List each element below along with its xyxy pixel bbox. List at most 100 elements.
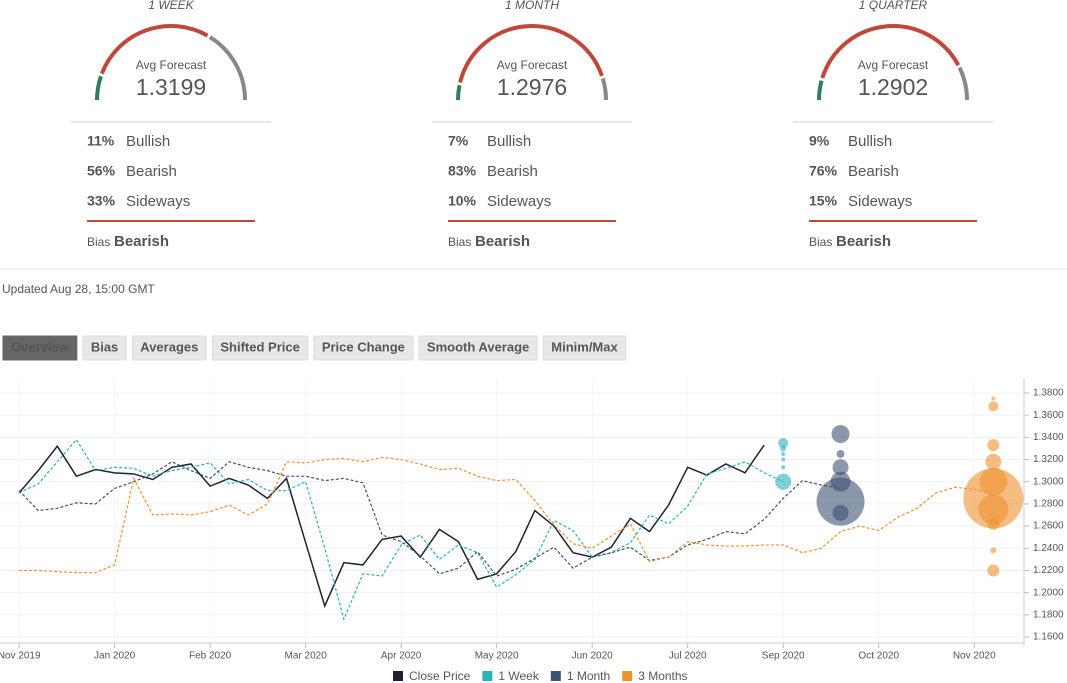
legend-label[interactable]: Close Price — [409, 669, 471, 683]
series-line — [18, 444, 765, 609]
bias-label: Bias — [809, 235, 832, 249]
sentiment-percent: 15% — [809, 193, 838, 209]
series-line — [18, 438, 784, 622]
legend-swatch — [622, 671, 633, 681]
gauge-segment — [95, 75, 103, 101]
avg-label: Avg Forecast — [497, 58, 568, 72]
sentiment-percent: 56% — [87, 163, 116, 179]
legend-swatch — [482, 671, 493, 681]
forecast-bubble — [985, 453, 1002, 470]
gauge-segment — [208, 35, 247, 101]
forecast-bubble — [775, 473, 792, 490]
bias-value: Bearish — [114, 233, 169, 250]
bias-label: Bias — [448, 235, 471, 249]
tab-label[interactable]: Price Change — [322, 339, 405, 354]
y-tick-label: 1.2400 — [1033, 543, 1064, 554]
bias-value: Bearish — [475, 233, 530, 250]
forecast-bubble — [978, 494, 1009, 525]
avg-value: 1.2976 — [497, 74, 567, 100]
sentiment-percent: 83% — [448, 163, 477, 179]
sentiment-name: Bullish — [126, 133, 170, 150]
gauge-segment — [458, 24, 604, 83]
period-label: 1 WEEK — [148, 0, 194, 12]
gauge-segment — [820, 24, 961, 79]
forecast-bubble — [831, 425, 850, 444]
tab[interactable] — [82, 335, 127, 361]
tab-label[interactable]: Overview — [11, 339, 70, 354]
x-tick-label: Mar 2020 — [285, 651, 328, 662]
y-tick-label: 1.2200 — [1033, 565, 1064, 576]
y-tick-label: 1.3200 — [1033, 454, 1064, 465]
sentiment-name: Bearish — [848, 163, 899, 180]
y-tick-label: 1.2600 — [1033, 521, 1064, 532]
legend-swatch — [550, 671, 561, 681]
sentiment-percent: 9% — [809, 133, 830, 149]
sentiment-percent: 76% — [809, 163, 838, 179]
x-tick-label: Nov 2019 — [0, 651, 41, 662]
tab[interactable] — [131, 335, 207, 361]
y-tick-label: 1.1800 — [1033, 609, 1064, 620]
gauge-segment — [817, 80, 824, 101]
forecast-bubble — [832, 504, 849, 521]
y-tick-label: 1.3800 — [1033, 388, 1064, 399]
forecast-bubble — [987, 439, 1000, 452]
x-tick-label: May 2020 — [475, 651, 519, 662]
gauge-segment — [456, 84, 462, 101]
forecast-bubble — [781, 451, 786, 456]
legend-label[interactable]: 1 Month — [567, 669, 610, 683]
sentiment-name: Bullish — [848, 133, 892, 150]
forecast-bubble — [990, 547, 997, 554]
forecast-bubble — [778, 437, 789, 448]
y-tick-label: 1.3400 — [1033, 432, 1064, 443]
tab-label[interactable]: Bias — [91, 339, 118, 354]
x-tick-label: Feb 2020 — [189, 651, 232, 662]
forecast-bubble — [988, 401, 999, 412]
series-line — [18, 461, 841, 577]
legend-label[interactable]: 3 Months — [638, 669, 687, 683]
gauge-segment — [957, 66, 969, 101]
tab[interactable] — [211, 335, 309, 361]
y-tick-label: 1.3600 — [1033, 410, 1064, 421]
tab[interactable] — [2, 335, 78, 361]
y-tick-label: 1.2000 — [1033, 587, 1064, 598]
legend-label[interactable]: 1 Week — [498, 669, 539, 683]
forecast-bubble — [991, 396, 996, 401]
gauge-segment — [600, 77, 608, 101]
forecast-bubble — [836, 449, 845, 458]
period-label: 1 MONTH — [505, 0, 559, 12]
sentiment-name: Bullish — [487, 133, 531, 150]
series-line — [19, 456, 994, 574]
bias-label: Bias — [87, 235, 110, 249]
avg-value: 1.3199 — [136, 74, 206, 100]
tab-label[interactable]: Shifted Price — [220, 339, 299, 354]
sentiment-percent: 7% — [448, 133, 469, 149]
tab-label[interactable]: Averages — [140, 339, 198, 354]
y-tick-label: 1.1600 — [1033, 632, 1064, 643]
x-tick-label: Nov 2020 — [953, 651, 996, 662]
sentiment-percent: 33% — [87, 193, 116, 209]
forecast-bubble — [781, 457, 786, 462]
tab[interactable] — [418, 335, 538, 361]
y-tick-label: 1.2800 — [1033, 499, 1064, 510]
sentiment-percent: 10% — [448, 193, 477, 209]
x-tick-label: Sep 2020 — [762, 651, 805, 662]
tab-label[interactable]: Smooth Average — [427, 339, 529, 354]
forecast-bubble — [780, 445, 787, 452]
x-tick-label: Jul 2020 — [669, 651, 707, 662]
tab[interactable] — [313, 335, 414, 361]
tab[interactable] — [542, 335, 627, 361]
sentiment-name: Bearish — [126, 163, 177, 180]
x-tick-label: Jun 2020 — [572, 651, 614, 662]
sentiment-name: Sideways — [848, 193, 912, 210]
sentiment-name: Sideways — [487, 193, 551, 210]
forecast-bubble — [832, 459, 849, 476]
avg-value: 1.2902 — [858, 74, 928, 100]
y-tick-label: 1.3000 — [1033, 476, 1064, 487]
tab-label[interactable]: Minim/Max — [551, 339, 618, 354]
updated-text: Updated Aug 28, 15:00 GMT — [2, 282, 155, 296]
period-label: 1 QUARTER — [859, 0, 928, 12]
x-tick-label: Apr 2020 — [381, 651, 422, 662]
gauge-segment — [99, 24, 209, 75]
